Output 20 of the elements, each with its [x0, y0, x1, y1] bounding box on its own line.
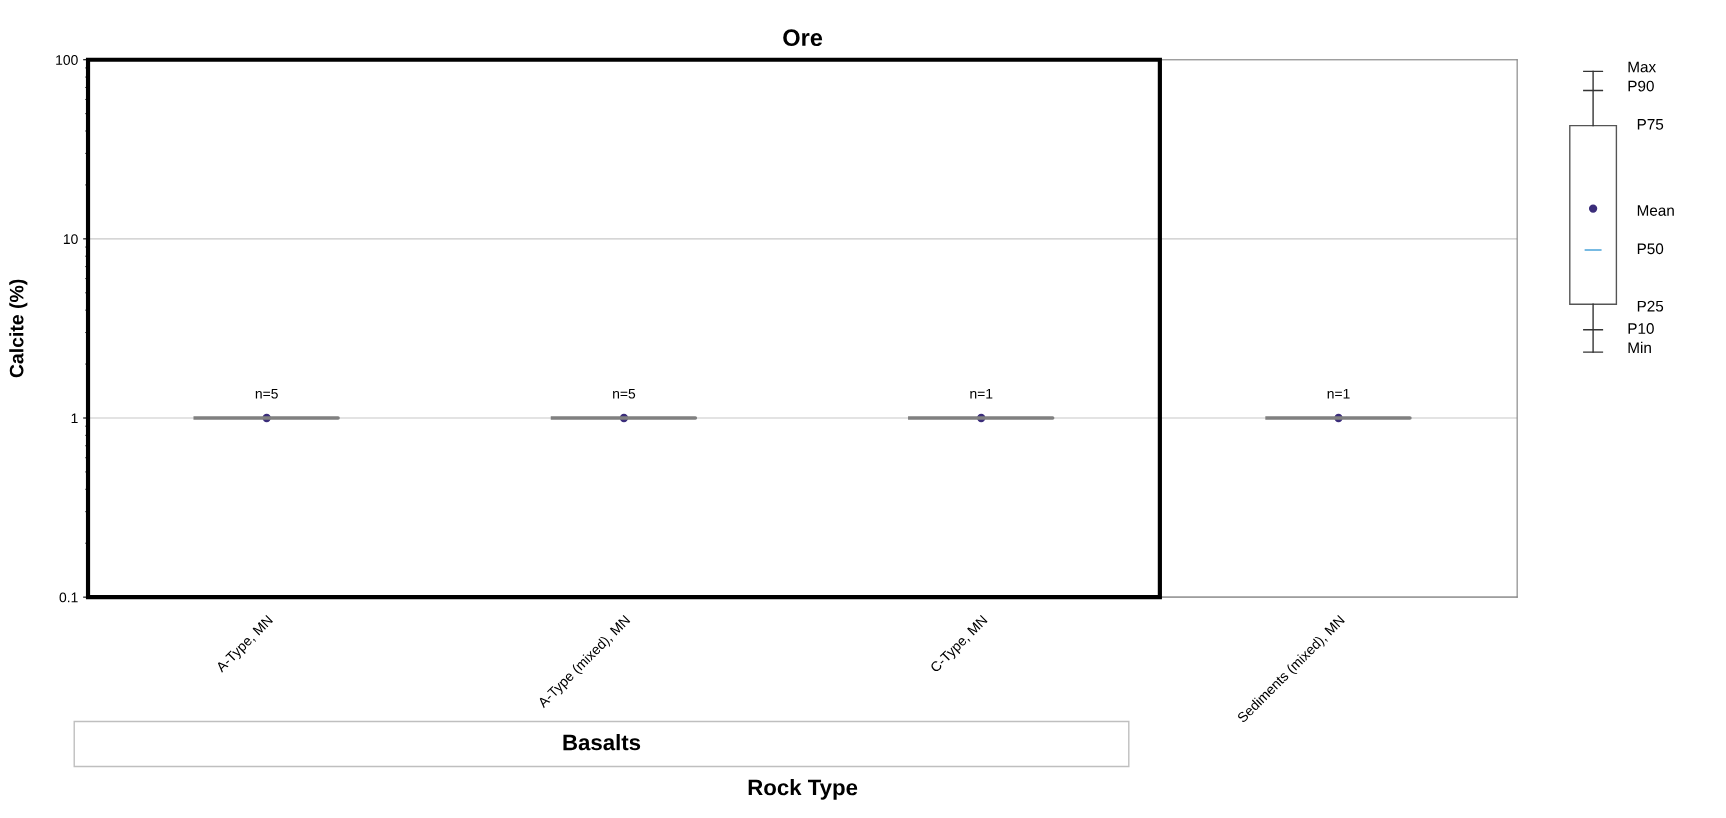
text: Min [1628, 341, 1651, 353]
text: Mean [1637, 205, 1674, 216]
y-axis-title: Calcite (%) [9, 279, 28, 378]
annotation: n=1 [1327, 388, 1350, 399]
y-tick-label: 100 [56, 55, 78, 65]
y-tick-label: 1 [71, 413, 78, 424]
text: P50 [1637, 243, 1664, 255]
chart-title: Ore [783, 29, 823, 47]
y-tick-label: 10 [63, 234, 78, 245]
text: P90 [1628, 80, 1654, 92]
text: P10 [1628, 323, 1654, 334]
text: P25 [1637, 300, 1664, 312]
y-tick-label: 0.1 [59, 592, 78, 603]
text: Basalts [563, 734, 641, 751]
annotation: n=1 [970, 388, 993, 399]
annotation: n=5 [613, 388, 636, 399]
text: Max [1628, 61, 1656, 73]
annotation: n=5 [255, 388, 278, 399]
x-axis-title: Rock Type [748, 779, 858, 800]
text: P75 [1637, 119, 1664, 130]
